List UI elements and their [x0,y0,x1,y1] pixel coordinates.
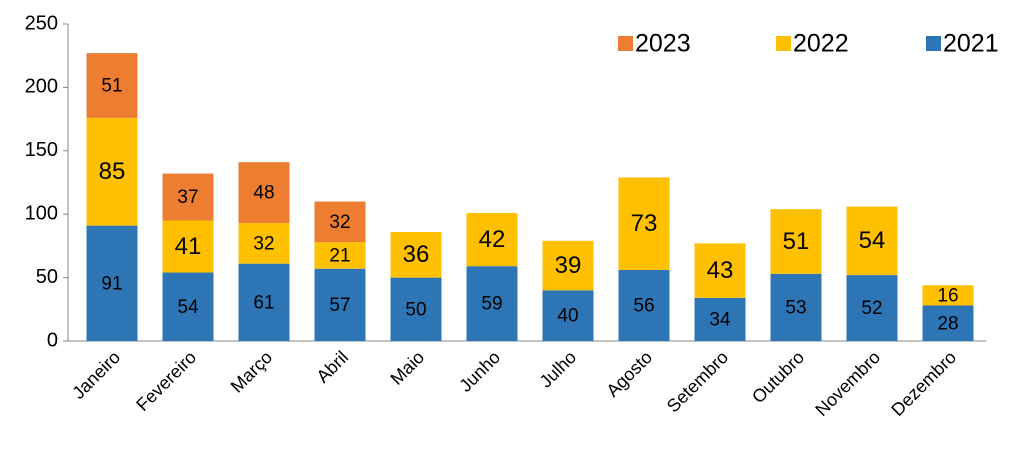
bar-segment [466,212,518,267]
x-tick-label: Outubro [748,347,808,407]
bar-segment [846,206,898,276]
value-label: 51 [101,76,122,97]
y-tick-label: 50 [36,266,58,288]
y-tick-label: 250 [25,12,58,34]
value-label: 21 [329,245,350,266]
bar-segment [770,273,822,341]
value-label: 32 [253,233,274,254]
bar-segment [770,209,822,274]
value-label: 61 [253,292,274,313]
legend-label: 2023 [635,30,691,58]
value-label: 28 [937,313,958,334]
bar-segment [314,268,366,341]
bar-segment [542,290,594,341]
value-label: 43 [707,257,734,284]
y-tick-label: 0 [47,329,58,351]
x-tick-label: Agosto [602,347,656,401]
value-label: 56 [633,296,654,317]
x-tick-label: Maio [386,347,428,389]
value-label: 39 [555,252,582,279]
value-label: 73 [631,210,658,237]
bar-segment [466,266,518,341]
bar-segment [238,162,290,224]
value-label: 54 [177,297,199,318]
value-label: 91 [101,273,122,294]
bar-segment [694,297,746,341]
bar-segment [162,220,214,273]
value-label: 37 [177,187,198,208]
value-label: 34 [709,309,731,330]
value-label: 51 [783,228,810,255]
bar-segment [542,240,594,291]
bar-segment [922,285,974,306]
bar-segment [238,223,290,264]
bar-segment [86,117,138,226]
y-tick-label: 150 [25,139,58,161]
value-label: 54 [859,227,886,254]
bar-segment [86,225,138,341]
value-label: 48 [253,183,274,204]
value-label: 36 [403,241,430,268]
y-tick-label: 100 [25,202,58,224]
legend-swatch [926,36,941,51]
bar-segment [618,269,670,341]
legend-label: 2021 [943,30,999,58]
bar-segment [162,173,214,221]
value-label: 57 [329,295,350,316]
legend-swatch [776,36,791,51]
bar-segment [846,275,898,341]
x-tick-label: Setembro [663,347,732,416]
bar-segment [238,263,290,341]
value-label: 50 [405,299,426,320]
x-tick-label: Dezembro [887,347,960,420]
bar-segment [618,177,670,270]
x-tick-label: Fevereiro [132,347,200,415]
x-tick-label: Junho [455,347,504,396]
x-tick-label: Novembro [811,347,884,420]
bar-segment [694,243,746,298]
legend-swatch [618,36,633,51]
value-label: 52 [861,298,882,319]
x-tick-label: Março [227,347,277,397]
value-label: 40 [557,306,578,327]
legend-label: 2022 [793,30,849,58]
value-label: 32 [329,212,350,233]
x-tick-label: Janeiro [68,347,124,403]
x-tick-label: Abril [313,347,353,387]
value-label: 42 [479,226,506,253]
bar-segment [314,201,366,243]
bar-segment [922,305,974,341]
bar-segment [314,242,366,269]
bar-segment [86,53,138,118]
value-label: 53 [785,297,806,318]
x-tick-label: Julho [536,347,581,392]
bar-segment [390,231,442,278]
y-tick-label: 200 [25,76,58,98]
value-label: 41 [175,233,202,260]
bar-segment [390,277,442,341]
value-label: 59 [481,294,502,315]
bar-segment [162,272,214,341]
value-label: 85 [99,158,126,185]
value-label: 16 [937,285,958,306]
